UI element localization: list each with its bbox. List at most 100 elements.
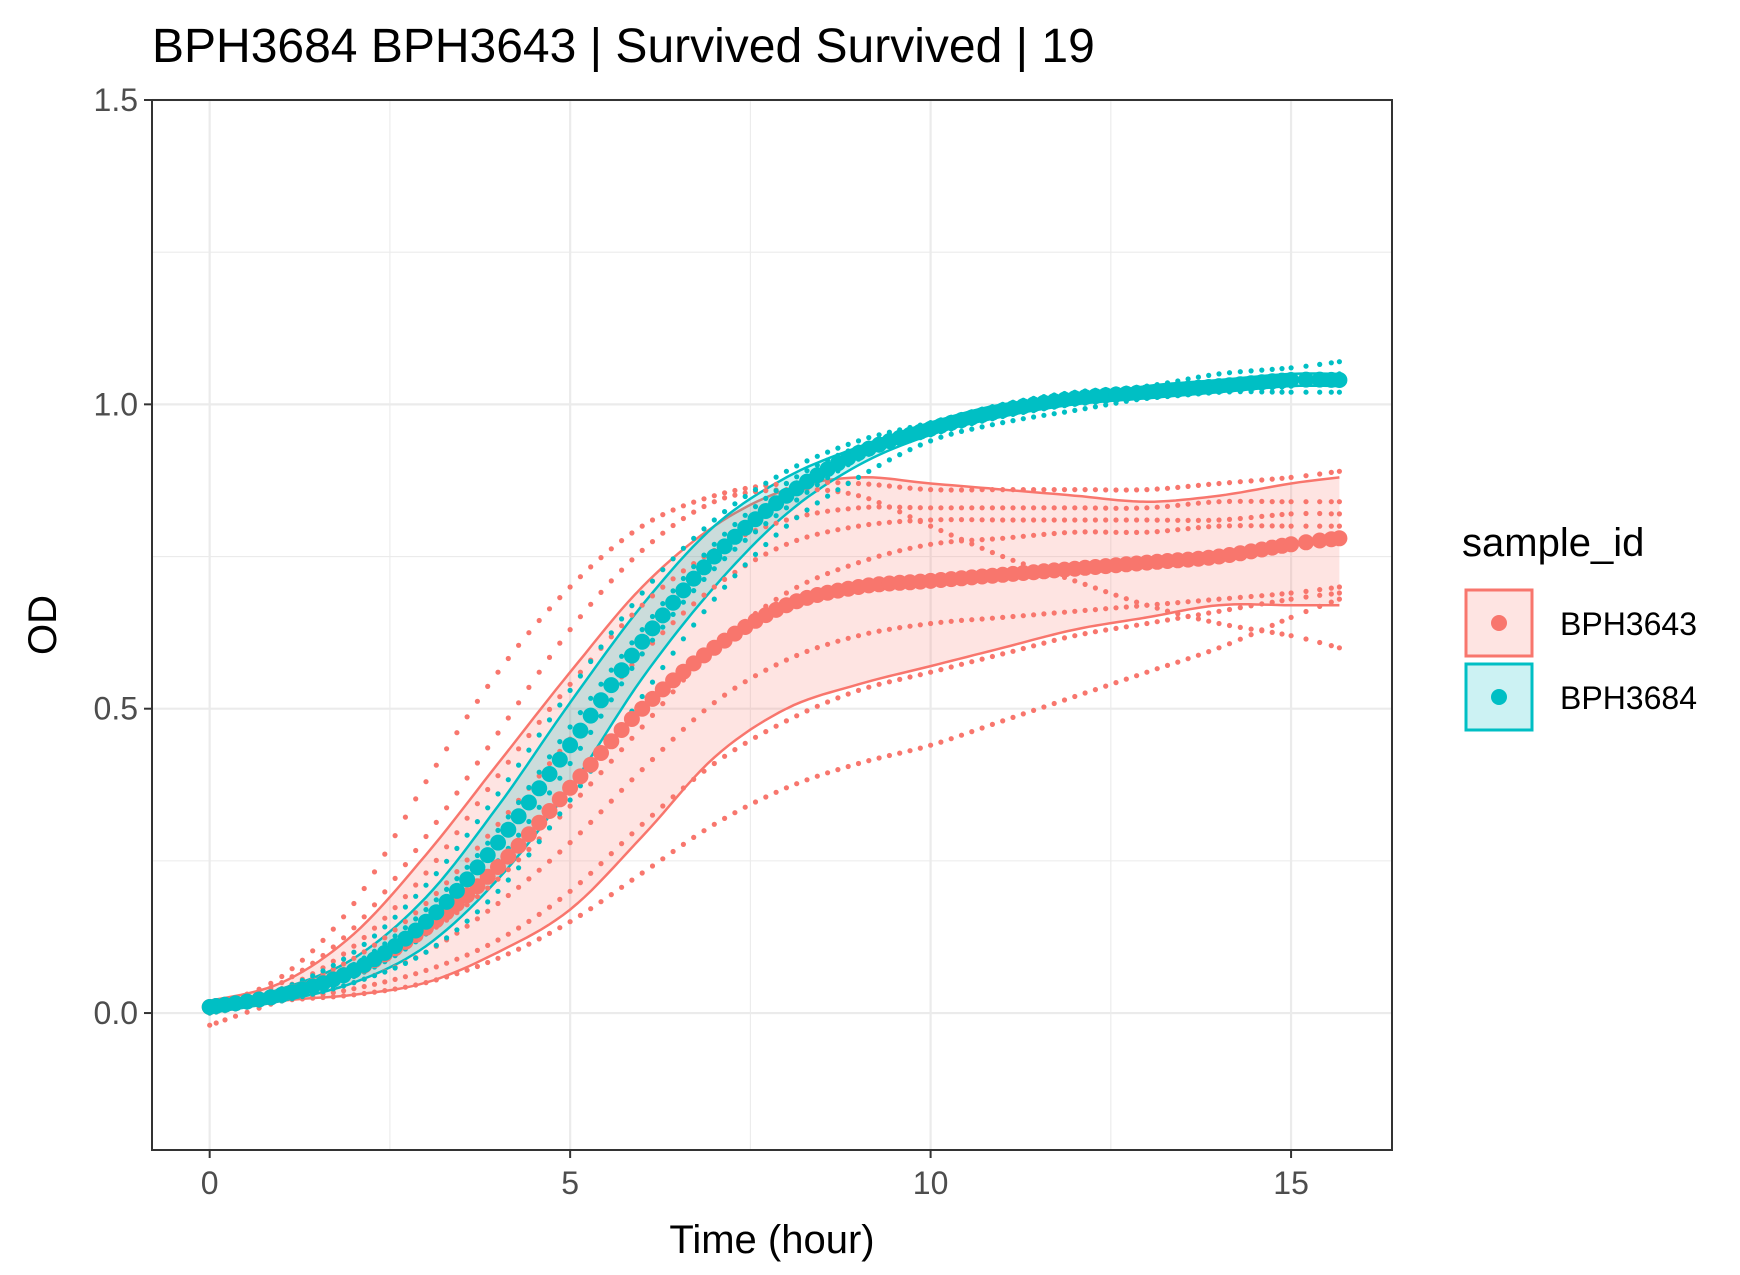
replicate-point <box>1072 693 1078 700</box>
replicate-point <box>897 518 903 525</box>
replicate-point <box>629 777 635 783</box>
replicate-point <box>866 468 872 474</box>
replicate-point <box>1288 633 1294 639</box>
mean-point <box>665 594 682 611</box>
replicate-point <box>825 699 831 705</box>
mean-point <box>644 620 661 637</box>
replicate-point <box>464 714 470 720</box>
replicate-point <box>722 495 728 501</box>
replicate-point <box>598 770 604 776</box>
replicate-point <box>989 721 996 728</box>
y-tick-label: 1.5 <box>94 82 138 118</box>
replicate-point <box>742 537 748 543</box>
replicate-point <box>485 899 491 905</box>
replicate-point <box>1072 487 1078 493</box>
replicate-point <box>464 952 470 958</box>
replicate-point <box>526 846 532 853</box>
replicate-point <box>557 702 563 708</box>
replicate-point <box>279 980 285 986</box>
replicate-point <box>855 505 862 511</box>
replicate-point <box>474 963 480 970</box>
replicate-point <box>711 499 717 505</box>
replicate-point <box>958 732 965 738</box>
legend-item-bph3643: BPH3643 <box>1464 588 1697 658</box>
replicate-point <box>382 915 388 921</box>
replicate-point <box>711 700 717 706</box>
replicate-point <box>392 986 398 992</box>
replicate-point <box>433 977 439 983</box>
y-tick-label: 0.5 <box>94 691 138 727</box>
replicate-point <box>505 877 511 883</box>
replicate-point <box>474 894 480 900</box>
replicate-point <box>1175 659 1181 665</box>
replicate-point <box>608 667 614 673</box>
replicate-point <box>1195 616 1201 622</box>
replicate-point <box>1144 505 1150 511</box>
mean-point <box>500 821 517 838</box>
replicate-point <box>1336 389 1342 395</box>
replicate-point <box>1072 633 1078 639</box>
legend-label: BPH3684 <box>1560 680 1697 716</box>
replicate-point <box>938 434 944 440</box>
replicate-point <box>752 557 759 563</box>
replicate-point <box>1328 591 1334 597</box>
replicate-point <box>423 967 429 974</box>
replicate-point <box>855 493 862 499</box>
replicate-point <box>979 537 985 543</box>
replicate-point <box>474 845 480 851</box>
replicate-point <box>1103 529 1109 535</box>
plot-panel <box>151 98 1393 1151</box>
replicate-point <box>392 927 398 933</box>
replicate-point <box>1041 517 1047 523</box>
replicate-point <box>825 570 831 577</box>
replicate-point <box>1041 487 1047 493</box>
replicate-point <box>474 852 480 859</box>
replicate-point <box>845 563 851 569</box>
replicate-point <box>1010 613 1016 620</box>
replicate-point <box>516 799 522 806</box>
replicate-point <box>1216 596 1222 602</box>
replicate-point <box>814 531 820 537</box>
replicate-point <box>444 886 450 893</box>
mean-point <box>1311 371 1328 388</box>
replicate-point <box>1328 360 1334 366</box>
replicate-point <box>835 767 841 773</box>
replicate-point <box>485 786 491 793</box>
replicate-point <box>928 487 934 493</box>
replicate-point <box>886 504 893 510</box>
replicate-point <box>907 514 913 520</box>
replicate-point <box>773 474 779 480</box>
replicate-point <box>886 519 893 525</box>
replicate-point <box>1185 656 1191 662</box>
replicate-point <box>1175 517 1181 523</box>
replicate-point <box>1288 389 1294 395</box>
replicate-point <box>948 532 954 538</box>
replicate-point <box>629 603 635 609</box>
replicate-point <box>1317 471 1323 477</box>
replicate-point <box>732 501 738 507</box>
replicate-point <box>845 635 851 641</box>
replicate-point <box>588 564 594 570</box>
replicate-point <box>567 803 573 809</box>
replicate-point <box>557 811 563 817</box>
replicate-point <box>660 664 666 671</box>
mean-point <box>531 780 548 797</box>
replicate-point <box>1336 645 1342 651</box>
replicate-point <box>1000 535 1006 541</box>
replicate-point <box>495 730 501 736</box>
replicate-point <box>1269 366 1275 372</box>
replicate-point <box>1061 635 1068 641</box>
replicate-point <box>371 902 378 908</box>
replicate-point <box>361 983 367 990</box>
replicate-point <box>495 821 501 827</box>
replicate-point <box>608 634 614 640</box>
replicate-point <box>917 505 923 511</box>
replicate-point <box>1259 513 1265 520</box>
replicate-point <box>402 919 408 925</box>
replicate-point <box>783 523 790 529</box>
replicate-point <box>413 955 419 961</box>
replicate-point <box>1248 626 1254 632</box>
replicate-point <box>289 974 295 980</box>
replicate-point <box>948 517 954 523</box>
mean-point <box>520 826 537 843</box>
